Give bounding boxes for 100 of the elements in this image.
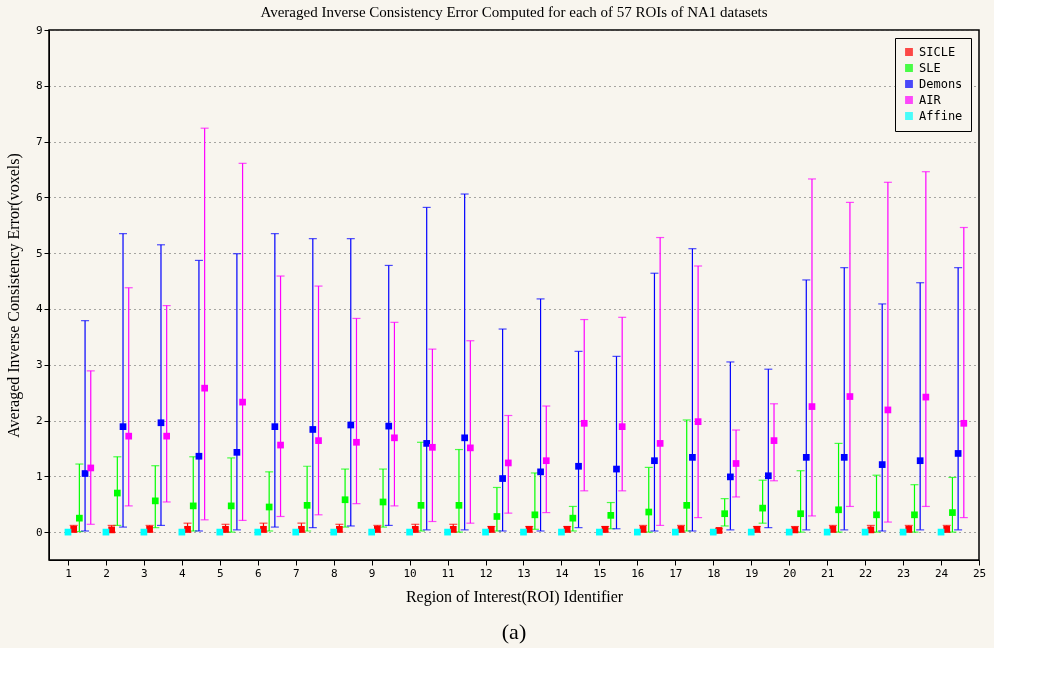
point — [596, 528, 603, 536]
point — [916, 457, 924, 465]
point — [429, 443, 436, 451]
point — [683, 501, 691, 509]
legend-label: SICLE — [919, 45, 956, 59]
point — [537, 468, 544, 476]
point — [265, 503, 273, 511]
point — [466, 444, 474, 452]
point — [531, 511, 539, 519]
point — [315, 437, 322, 444]
x-tick-label: 24 — [934, 566, 949, 580]
point — [303, 501, 311, 509]
point — [835, 506, 842, 514]
point — [770, 437, 778, 444]
point — [504, 459, 512, 467]
x-tick-label: 10 — [403, 566, 417, 580]
point — [764, 472, 772, 480]
point — [520, 528, 527, 536]
point — [271, 423, 279, 431]
point — [341, 496, 349, 504]
point — [840, 453, 848, 461]
y-tick-label: 9 — [35, 23, 43, 37]
legend-label: AIR — [919, 93, 942, 107]
point — [808, 403, 816, 410]
x-tick-label: 25 — [972, 566, 987, 580]
x-axis-title: Region of Interest(ROI) Identifier — [405, 587, 624, 606]
point — [575, 462, 582, 470]
y-tick-label: 2 — [35, 414, 43, 428]
point — [721, 510, 729, 518]
point — [656, 440, 664, 447]
point — [119, 423, 127, 431]
x-tick-label: 11 — [441, 566, 455, 580]
point — [645, 508, 653, 516]
point — [873, 511, 880, 519]
point — [709, 528, 717, 536]
point — [151, 497, 159, 505]
x-tick-label: 3 — [141, 566, 148, 580]
x-tick-label: 21 — [821, 566, 835, 580]
x-tick-label: 19 — [745, 566, 759, 580]
point — [671, 528, 679, 536]
x-tick-label: 5 — [217, 566, 224, 580]
point — [76, 514, 83, 522]
x-tick-label: 4 — [179, 566, 187, 580]
x-tick-label: 7 — [292, 566, 300, 580]
x-tick-label: 9 — [368, 566, 376, 580]
point — [189, 502, 197, 510]
point — [607, 512, 615, 519]
point — [195, 452, 203, 460]
point — [406, 528, 413, 536]
point — [292, 528, 300, 536]
legend-label: SLE — [919, 61, 941, 75]
x-tick-label: 13 — [517, 566, 531, 580]
point — [960, 419, 968, 427]
legend-label: Demons — [919, 77, 963, 91]
point — [911, 511, 918, 519]
point — [163, 432, 171, 440]
point — [558, 528, 565, 536]
point — [309, 426, 317, 433]
x-tick-label: 2 — [103, 566, 110, 580]
point — [233, 448, 241, 456]
point — [878, 461, 886, 468]
point — [482, 528, 489, 536]
point — [330, 528, 338, 536]
point — [569, 514, 577, 522]
point — [493, 513, 501, 520]
point — [227, 502, 235, 510]
point — [727, 473, 734, 481]
x-tick-label: 16 — [631, 566, 645, 580]
x-tick-label: 14 — [555, 566, 569, 580]
point — [954, 450, 962, 457]
point — [113, 489, 121, 497]
point — [634, 528, 641, 536]
point — [613, 465, 620, 473]
point — [125, 432, 133, 440]
point — [254, 528, 262, 536]
point — [353, 438, 360, 446]
y-tick-label: 5 — [35, 246, 43, 260]
point — [949, 509, 956, 516]
point — [391, 434, 398, 442]
point — [239, 398, 246, 406]
point — [694, 418, 702, 425]
point — [618, 423, 626, 431]
y-tick-label: 7 — [35, 135, 43, 149]
chart-title: Averaged Inverse Consistency Error Computed for each of 57 ROIs of NA1 datasets — [260, 4, 768, 20]
y-tick-label: 0 — [35, 525, 43, 539]
x-tick-label: 12 — [479, 566, 493, 580]
point — [846, 393, 854, 400]
point — [580, 419, 588, 427]
point — [797, 510, 804, 518]
point — [499, 475, 506, 482]
x-tick-label: 20 — [783, 566, 797, 580]
point — [732, 460, 740, 467]
point — [347, 421, 355, 429]
point — [157, 419, 165, 427]
y-tick-label: 3 — [35, 358, 43, 372]
x-tick-label: 1 — [65, 566, 72, 580]
point — [201, 384, 208, 392]
point — [689, 453, 696, 461]
point — [759, 504, 766, 512]
point — [823, 528, 831, 536]
